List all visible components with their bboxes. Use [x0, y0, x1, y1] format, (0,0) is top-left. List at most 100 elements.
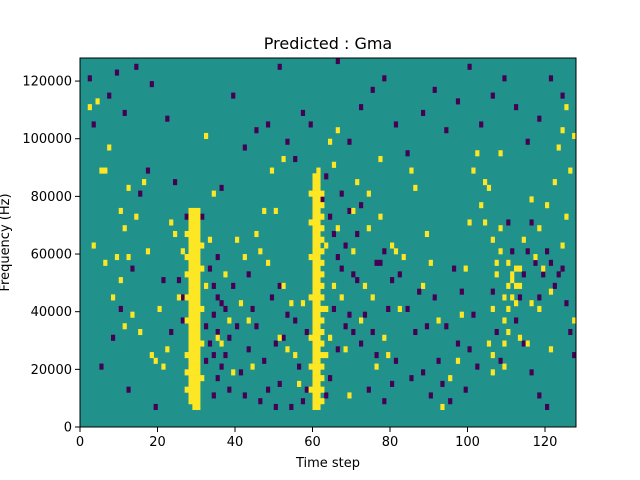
heatmap-cell-high [188, 311, 193, 318]
heatmap-cell-high [196, 300, 201, 307]
heatmap-cell-high [312, 288, 317, 295]
heatmap-cell-high [386, 352, 391, 359]
heatmap-cell-high [192, 225, 197, 232]
heatmap-cell-high [316, 294, 321, 301]
heatmap-cell-high [440, 403, 445, 411]
heatmap-cell-low [529, 369, 534, 376]
heatmap-cell-high [320, 398, 325, 405]
heatmap-cell-high [200, 265, 205, 272]
heatmap-cell-low [308, 121, 313, 128]
heatmap-cell-high [421, 282, 426, 289]
heatmap-cell-high [200, 375, 205, 382]
heatmap-cell-high [316, 352, 321, 359]
heatmap-cell-high [316, 282, 321, 289]
heatmap-cell-low [300, 109, 306, 116]
heatmap-cell-high [188, 254, 193, 261]
heatmap-cell-high [506, 305, 511, 312]
heatmap-cell-low [114, 69, 120, 76]
heatmap-cell-low [273, 403, 278, 411]
heatmap-cell-high [514, 300, 519, 307]
heatmap-cell-low [560, 92, 565, 99]
heatmap-cell-high [316, 403, 321, 411]
heatmap-cell-high [196, 363, 201, 370]
heatmap-cell-high [196, 392, 201, 399]
heatmap-cell-high [316, 363, 321, 370]
heatmap-cell-high [320, 328, 325, 336]
heatmap-cell-high [188, 236, 193, 243]
heatmap-cell-low [246, 271, 251, 278]
heatmap-cell-high [316, 340, 321, 347]
heatmap-cell-high [490, 369, 495, 376]
heatmap-cell-low [517, 294, 523, 301]
heatmap-cell-high [196, 352, 201, 359]
heatmap-cell-low [436, 357, 441, 364]
heatmap-cell-high [200, 242, 205, 249]
heatmap-cell-high [192, 230, 197, 238]
heatmap-cell-low [231, 92, 236, 99]
heatmap-cell-low [463, 386, 468, 393]
heatmap-cell-high [308, 386, 313, 393]
heatmap-cells [80, 58, 577, 427]
heatmap-cell-low [300, 398, 306, 405]
heatmap-cell-high [320, 202, 325, 209]
heatmap-cell-low [564, 300, 569, 307]
heatmap-cell-low [382, 248, 387, 255]
heatmap-cell-high [122, 323, 127, 330]
heatmap-cell-low [405, 150, 410, 157]
heatmap-cell-high [494, 259, 499, 266]
heatmap-cell-high [320, 317, 325, 324]
heatmap-cell-high [316, 323, 321, 330]
heatmap-cell-low [145, 167, 151, 174]
heatmap-cell-high [370, 294, 375, 301]
heatmap-cell-high [196, 305, 201, 312]
heatmap-cell-high [188, 323, 193, 330]
heatmap-cell-high [250, 363, 255, 370]
heatmap-cell-high [316, 207, 321, 214]
heatmap-cell-low [149, 81, 154, 88]
heatmap-cell-low [238, 369, 244, 376]
heatmap-cell-low [568, 328, 573, 336]
heatmap-cell-low [448, 398, 453, 405]
heatmap-cell-high [188, 380, 193, 387]
heatmap-cell-high [312, 403, 317, 411]
heatmap-cell-low [351, 328, 356, 336]
heatmap-cell-low [219, 300, 224, 307]
heatmap-cell-high [188, 248, 193, 255]
heatmap-cell-high [401, 254, 406, 261]
heatmap-cell-low [122, 109, 127, 116]
heatmap-cell-high [320, 305, 325, 312]
heatmap-cell-low [134, 63, 139, 70]
heatmap-cell-high [312, 346, 317, 353]
heatmap-cell-high [548, 288, 554, 295]
heatmap-cell-high [316, 196, 321, 203]
heatmap-cell-high [316, 386, 321, 393]
heatmap-cell-high [533, 254, 538, 261]
heatmap-cell-low [165, 115, 170, 122]
heatmap-cell-low [242, 392, 247, 399]
heatmap-cell-high [316, 398, 321, 405]
heatmap-cell-high [215, 334, 220, 341]
heatmap-cell-high [126, 254, 131, 261]
heatmap-cell-low [173, 179, 178, 186]
heatmap-cell-high [409, 167, 414, 174]
heatmap-cell-high [192, 375, 197, 382]
heatmap-cell-high [184, 271, 189, 278]
heatmap-cell-low [355, 230, 360, 238]
heatmap-cell-high [316, 392, 321, 399]
heatmap-cell-high [316, 184, 321, 191]
heatmap-cell-high [196, 323, 201, 330]
heatmap-cell-high [196, 311, 201, 318]
heatmap-cell-high [196, 230, 201, 238]
heatmap-cell-high [506, 328, 511, 336]
heatmap-cell-high [114, 254, 120, 261]
heatmap-cell-high [192, 311, 197, 318]
heatmap-cell-low [204, 323, 209, 330]
x-tick-label: 20 [149, 435, 166, 450]
heatmap-cell-high [335, 225, 340, 232]
heatmap-cell-high [192, 265, 197, 272]
heatmap-cell-high [196, 288, 201, 295]
heatmap-cell-high [312, 202, 317, 209]
heatmap-cell-high [204, 282, 209, 289]
heatmap-cell-high [289, 300, 294, 307]
heatmap-cell-low [320, 196, 325, 203]
